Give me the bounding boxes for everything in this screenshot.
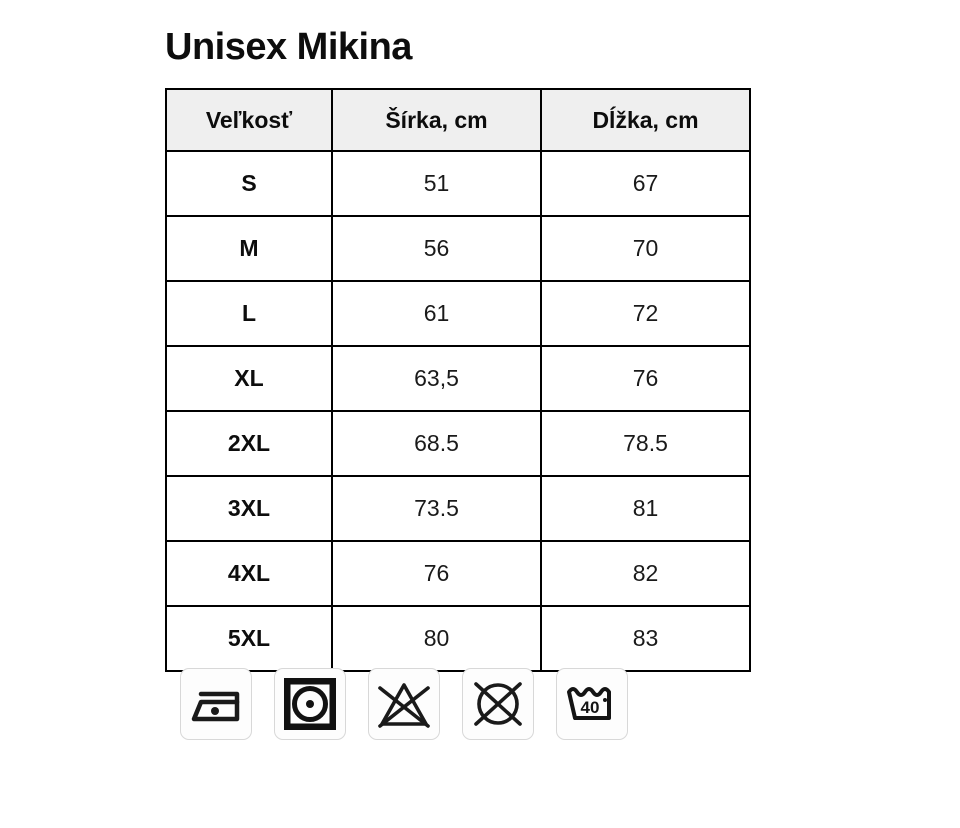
cell-size: 3XL xyxy=(165,475,333,542)
cell-length: 81 xyxy=(540,475,751,542)
table-row: M 56 70 xyxy=(165,215,751,282)
table-row: 3XL 73.5 81 xyxy=(165,475,751,542)
cell-size: 4XL xyxy=(165,540,333,607)
cell-width: 56 xyxy=(331,215,542,282)
cell-width: 63,5 xyxy=(331,345,542,412)
table-header-row: Veľkosť Šírka, cm Dĺžka, cm xyxy=(165,88,751,152)
cell-length: 76 xyxy=(540,345,751,412)
table-row: XL 63,5 76 xyxy=(165,345,751,412)
cell-size: 2XL xyxy=(165,410,333,477)
cell-length: 70 xyxy=(540,215,751,282)
care-symbols-row: 40 xyxy=(180,668,628,740)
do-not-dry-clean-icon xyxy=(462,668,534,740)
cell-length: 78.5 xyxy=(540,410,751,477)
table-row: 4XL 76 82 xyxy=(165,540,751,607)
column-header-length: Dĺžka, cm xyxy=(540,88,751,152)
cell-size: XL xyxy=(165,345,333,412)
cell-size: 5XL xyxy=(165,605,333,672)
table-row: 5XL 80 83 xyxy=(165,605,751,672)
cell-width: 68.5 xyxy=(331,410,542,477)
wash-temperature-label: 40 xyxy=(581,698,600,717)
iron-one-dot-icon xyxy=(180,668,252,740)
table-row: S 51 67 xyxy=(165,150,751,217)
cell-size: M xyxy=(165,215,333,282)
cell-length: 83 xyxy=(540,605,751,672)
table-row: 2XL 68.5 78.5 xyxy=(165,410,751,477)
wash-40-icon: 40 xyxy=(556,668,628,740)
tumble-dry-low-icon xyxy=(274,668,346,740)
cell-width: 76 xyxy=(331,540,542,607)
size-table: Veľkosť Šírka, cm Dĺžka, cm S 51 67 M 56… xyxy=(165,88,751,672)
cell-size: S xyxy=(165,150,333,217)
column-header-size: Veľkosť xyxy=(165,88,333,152)
table-row: L 61 72 xyxy=(165,280,751,347)
page-title: Unisex Mikina xyxy=(165,26,412,68)
cell-width: 73.5 xyxy=(331,475,542,542)
cell-length: 67 xyxy=(540,150,751,217)
do-not-bleach-icon xyxy=(368,668,440,740)
cell-size: L xyxy=(165,280,333,347)
cell-width: 80 xyxy=(331,605,542,672)
column-header-width: Šírka, cm xyxy=(331,88,542,152)
cell-width: 51 xyxy=(331,150,542,217)
cell-length: 72 xyxy=(540,280,751,347)
cell-length: 82 xyxy=(540,540,751,607)
cell-width: 61 xyxy=(331,280,542,347)
